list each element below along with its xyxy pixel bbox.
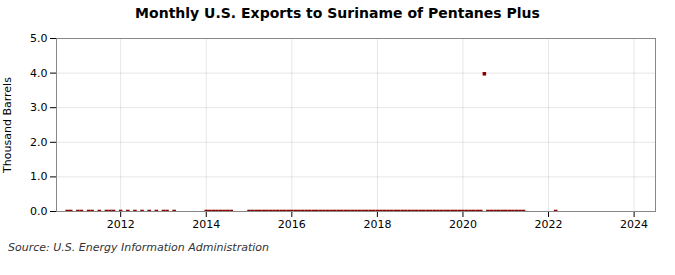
html-text:Source: U.S. Energy Informatio: Source: U.S. Energy Information Administ… <box>8 241 269 254</box>
svg-text:2022: 2022 <box>535 218 563 231</box>
svg-text:2012: 2012 <box>107 218 135 231</box>
svg-text:2024: 2024 <box>620 218 648 231</box>
svg-text:2016: 2016 <box>278 218 306 231</box>
svg-text:3.0: 3.0 <box>30 101 48 114</box>
svg-text:Thousand Barrels: Thousand Barrels <box>1 77 14 174</box>
html-text:Monthly U.S. Exports to Surina: Monthly U.S. Exports to Suriname of Pent… <box>135 5 540 21</box>
svg-text:4.0: 4.0 <box>30 67 48 80</box>
svg-text:2020: 2020 <box>449 218 477 231</box>
svg-text:5.0: 5.0 <box>30 32 48 45</box>
svg-text:2014: 2014 <box>192 218 220 231</box>
svg-text:2018: 2018 <box>363 218 391 231</box>
svg-text:2.0: 2.0 <box>30 136 48 149</box>
svg-text:0.0: 0.0 <box>30 205 48 218</box>
svg-text:1.0: 1.0 <box>30 170 48 183</box>
